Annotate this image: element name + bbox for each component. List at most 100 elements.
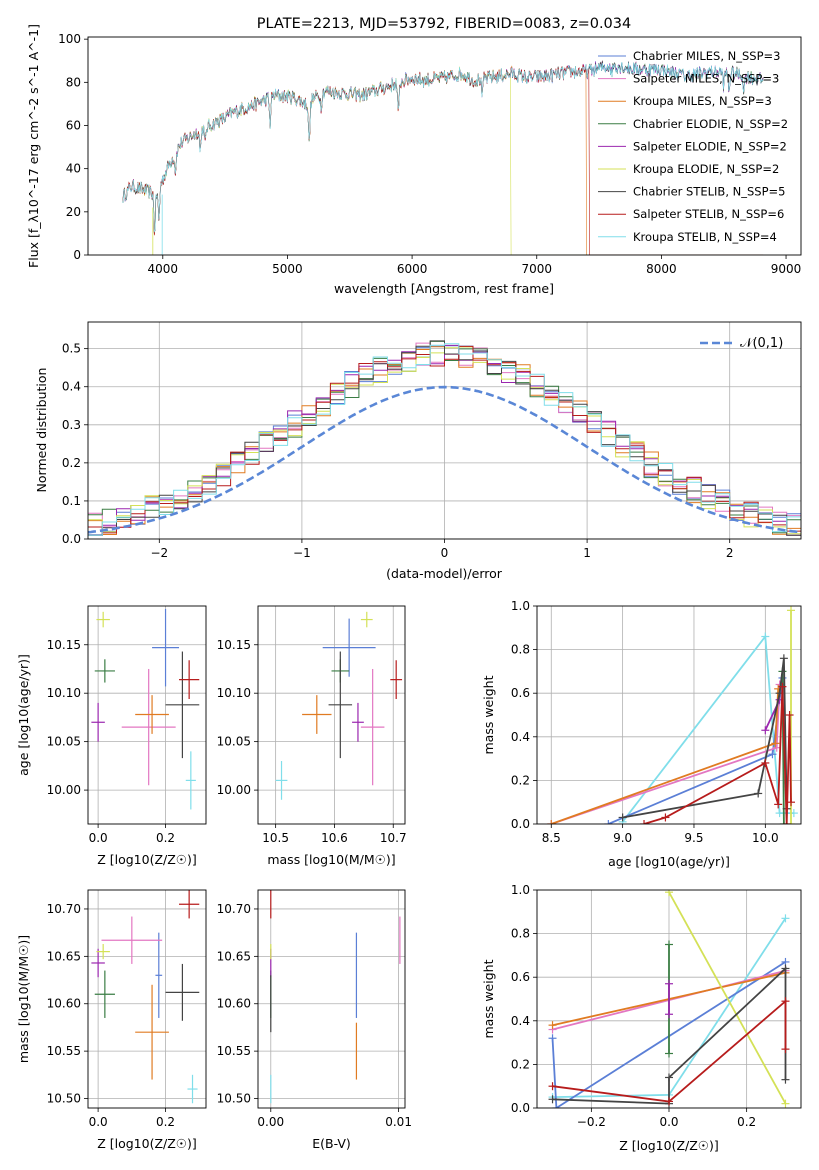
y-tick-label: 1.0 bbox=[511, 599, 530, 613]
y-tick-label: 0.8 bbox=[511, 927, 530, 941]
histogram-series-8 bbox=[88, 343, 801, 536]
plot-area-0 bbox=[122, 60, 764, 255]
y-tick-label: 0.2 bbox=[511, 773, 530, 787]
x-tick-label: 8000 bbox=[646, 262, 677, 276]
y-tick-label: 0.6 bbox=[511, 970, 530, 984]
x-tick-label: 10.6 bbox=[321, 831, 348, 845]
y-tick-label: 10.05 bbox=[47, 735, 81, 749]
x-tick-label: 0.2 bbox=[156, 1115, 175, 1129]
axes-frame bbox=[87, 36, 802, 256]
y-tick-label: 0.0 bbox=[511, 1101, 530, 1115]
y-tick-label: 10.65 bbox=[47, 949, 81, 963]
axes-frame bbox=[257, 605, 406, 825]
y-tick-label: 10.55 bbox=[47, 1044, 81, 1058]
legend-label: Kroupa STELIB, N_SSP=4 bbox=[633, 230, 777, 244]
plot-area-4 bbox=[537, 606, 801, 824]
y-tick-label: 0.0 bbox=[511, 817, 530, 831]
x-axis-label: Z [log10(Z/Z☉)] bbox=[97, 1136, 197, 1151]
x-tick-label: 0.0 bbox=[659, 1115, 678, 1129]
x-tick-label: 6000 bbox=[397, 262, 428, 276]
y-tick-label: 10.70 bbox=[47, 902, 81, 916]
chart-title: PLATE=2213, MJD=53792, FIBERID=0083, z=0… bbox=[257, 16, 631, 32]
y-tick-label: 80 bbox=[66, 75, 81, 89]
x-axis-label: mass [log10(M/M☉)] bbox=[267, 852, 395, 867]
legend-label: Salpeter STELIB, N_SSP=6 bbox=[633, 207, 784, 221]
y-axis-label: mass [log10(M/M☉)] bbox=[16, 935, 31, 1063]
spectrum-line-2 bbox=[122, 64, 764, 255]
plot-area-6 bbox=[258, 890, 405, 1108]
x-tick-label: 8.5 bbox=[542, 831, 561, 845]
x-axis-label: wavelength [Angstrom, rest frame] bbox=[334, 281, 554, 296]
x-tick-label: −0.2 bbox=[577, 1115, 606, 1129]
y-tick-label: 10.05 bbox=[217, 735, 251, 749]
axes-frame bbox=[257, 889, 406, 1109]
y-tick-label: 0.4 bbox=[511, 1014, 530, 1028]
x-tick-label: 0.01 bbox=[385, 1115, 412, 1129]
x-tick-label: 5000 bbox=[272, 262, 303, 276]
x-tick-label: 9.0 bbox=[613, 831, 632, 845]
axes-frame bbox=[87, 321, 802, 540]
x-tick-label: 0.2 bbox=[737, 1115, 756, 1129]
plot-area-3 bbox=[258, 606, 405, 824]
weight-line-5 bbox=[668, 891, 787, 1105]
y-tick-label: 10.00 bbox=[217, 783, 251, 797]
axes-frame bbox=[87, 889, 207, 1109]
weight-line-2 bbox=[550, 688, 780, 824]
plot-area-5 bbox=[88, 890, 206, 1108]
y-tick-label: 0.0 bbox=[62, 532, 81, 546]
y-tick-label: 0.5 bbox=[62, 342, 81, 356]
histogram-series-7 bbox=[88, 345, 801, 534]
y-axis-label: mass weight bbox=[481, 959, 496, 1038]
x-tick-label: 2 bbox=[726, 546, 734, 560]
y-tick-label: 10.15 bbox=[217, 638, 251, 652]
plot-area-7 bbox=[537, 890, 801, 1108]
legend-label: Salpeter MILES, N_SSP=3 bbox=[633, 72, 779, 86]
spectrum-line-7 bbox=[122, 64, 764, 255]
x-tick-label: 0 bbox=[441, 546, 449, 560]
x-tick-label: 4000 bbox=[148, 262, 179, 276]
x-tick-label: 7000 bbox=[521, 262, 552, 276]
y-tick-label: 60 bbox=[66, 118, 81, 132]
y-tick-label: 0 bbox=[73, 248, 81, 262]
weight-line-7 bbox=[643, 686, 792, 824]
y-tick-label: 0.2 bbox=[62, 456, 81, 470]
y-tick-label: 10.55 bbox=[217, 1044, 251, 1058]
legend-label: Kroupa ELODIE, N_SSP=2 bbox=[633, 162, 779, 176]
x-tick-label: 9.5 bbox=[684, 831, 703, 845]
y-tick-label: 10.50 bbox=[217, 1092, 251, 1106]
y-tick-label: 20 bbox=[66, 205, 81, 219]
axes-frame bbox=[536, 889, 802, 1109]
x-axis-label: Z [log10(Z/Z☉)] bbox=[97, 852, 197, 867]
y-tick-label: 0.3 bbox=[62, 418, 81, 432]
x-tick-label: −2 bbox=[150, 546, 168, 560]
x-axis-label: Z [log10(Z/Z☉)] bbox=[619, 1138, 719, 1153]
weight-line-7 bbox=[552, 999, 787, 1103]
x-tick-label: 0.0 bbox=[89, 1115, 108, 1129]
x-axis-label: E(B-V) bbox=[312, 1136, 351, 1151]
y-tick-label: 10.70 bbox=[217, 902, 251, 916]
y-tick-label: 10.10 bbox=[217, 686, 251, 700]
y-axis-label: Flux [f_λ10^-17 erg cm^-2 s^-1 A^-1] bbox=[26, 24, 41, 268]
y-axis-label: age [log10(age/yr)] bbox=[16, 654, 31, 776]
axes-frame bbox=[87, 605, 207, 825]
plot-area-2 bbox=[88, 606, 206, 824]
y-tick-label: 0.1 bbox=[62, 494, 81, 508]
x-tick-label: 0.2 bbox=[156, 831, 175, 845]
legend-label: 𝒩(0,1) bbox=[740, 336, 783, 351]
y-axis-label: mass weight bbox=[481, 675, 496, 754]
legend-label: Kroupa MILES, N_SSP=3 bbox=[633, 94, 772, 108]
normal-reference-curve bbox=[88, 385, 799, 534]
y-tick-label: 10.00 bbox=[47, 783, 81, 797]
legend-label: Chabrier MILES, N_SSP=3 bbox=[633, 49, 780, 63]
weight-line-0 bbox=[551, 961, 786, 1108]
y-tick-label: 10.50 bbox=[47, 1092, 81, 1106]
y-tick-label: 0.4 bbox=[511, 730, 530, 744]
y-tick-label: 0.4 bbox=[62, 380, 81, 394]
y-tick-label: 10.60 bbox=[217, 997, 251, 1011]
spectrum-line-8 bbox=[122, 61, 764, 233]
x-axis-label: age [log10(age/yr)] bbox=[608, 854, 730, 869]
y-axis-label: Normed distribution bbox=[34, 368, 49, 493]
legend-label: Chabrier STELIB, N_SSP=5 bbox=[633, 185, 785, 199]
y-tick-label: 0.6 bbox=[511, 686, 530, 700]
